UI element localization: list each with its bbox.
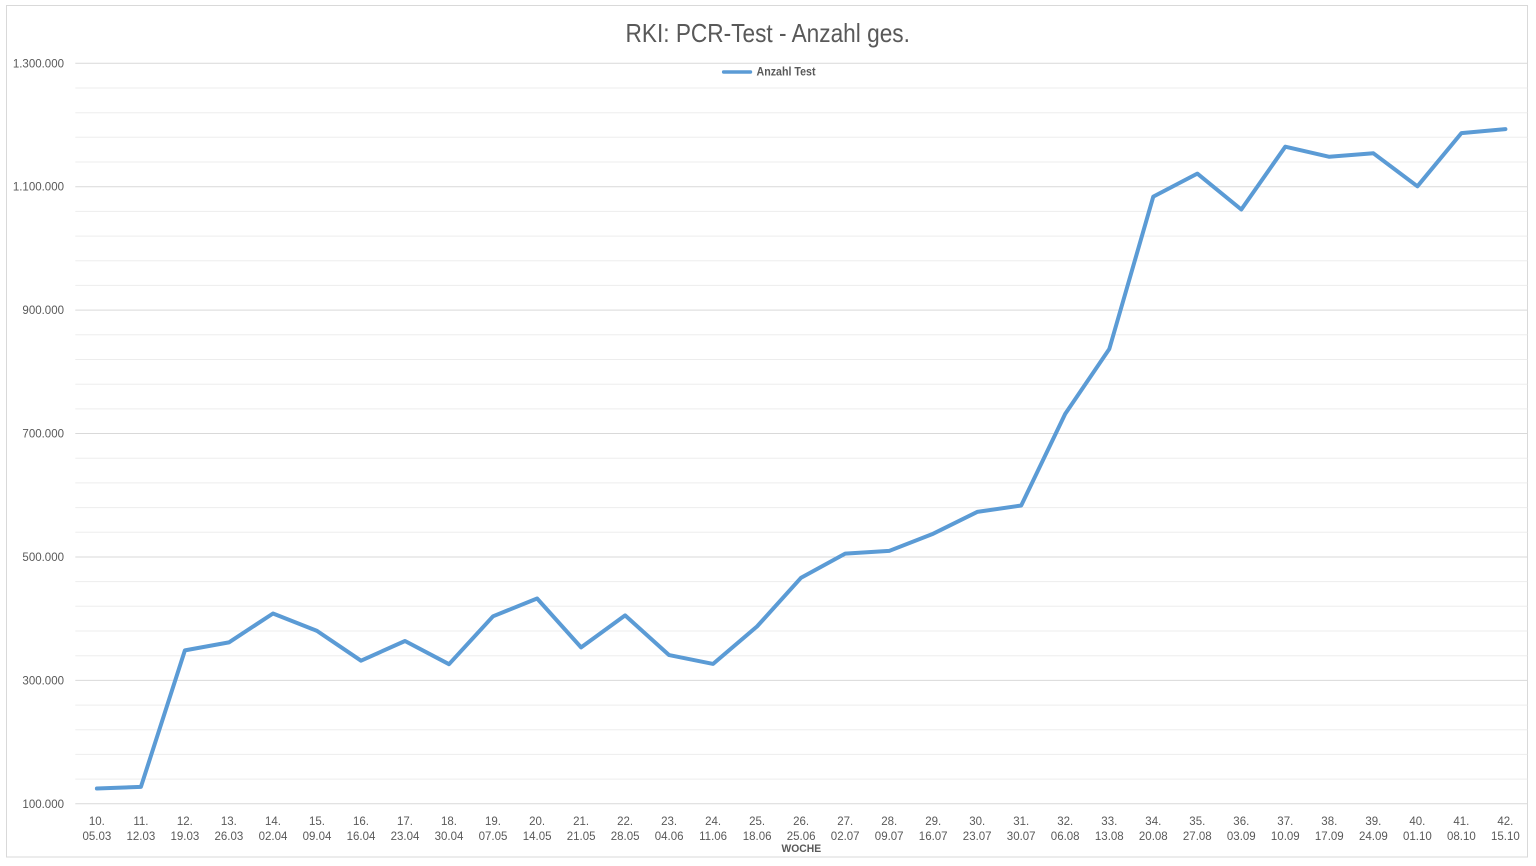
svg-text:40.: 40.: [1409, 816, 1425, 828]
svg-text:38.: 38.: [1321, 816, 1337, 828]
svg-text:09.04: 09.04: [303, 831, 332, 843]
svg-text:21.: 21.: [573, 816, 589, 828]
svg-text:15.: 15.: [309, 816, 325, 828]
svg-text:16.07: 16.07: [919, 831, 948, 843]
svg-text:14.05: 14.05: [523, 831, 552, 843]
svg-text:35.: 35.: [1189, 816, 1205, 828]
svg-text:21.05: 21.05: [567, 831, 596, 843]
svg-text:19.: 19.: [485, 816, 501, 828]
svg-text:34.: 34.: [1145, 816, 1161, 828]
svg-text:13.: 13.: [221, 816, 237, 828]
svg-text:30.04: 30.04: [435, 831, 464, 843]
svg-text:700.000: 700.000: [22, 429, 64, 441]
svg-text:20.: 20.: [529, 816, 545, 828]
svg-text:12.03: 12.03: [127, 831, 156, 843]
svg-text:37.: 37.: [1277, 816, 1293, 828]
svg-text:Anzahl Test: Anzahl Test: [757, 64, 816, 78]
svg-text:16.04: 16.04: [347, 831, 376, 843]
svg-text:23.07: 23.07: [963, 831, 992, 843]
svg-text:23.04: 23.04: [391, 831, 420, 843]
svg-text:24.09: 24.09: [1359, 831, 1388, 843]
svg-text:27.08: 27.08: [1183, 831, 1212, 843]
svg-text:12.: 12.: [177, 816, 193, 828]
svg-text:13.08: 13.08: [1095, 831, 1124, 843]
svg-text:06.08: 06.08: [1051, 831, 1080, 843]
svg-text:32.: 32.: [1057, 816, 1073, 828]
svg-text:18.06: 18.06: [743, 831, 772, 843]
svg-text:24.: 24.: [705, 816, 721, 828]
svg-text:14.: 14.: [265, 816, 281, 828]
svg-text:900.000: 900.000: [22, 305, 64, 317]
svg-text:09.07: 09.07: [875, 831, 904, 843]
svg-text:25.: 25.: [749, 816, 765, 828]
svg-text:300.000: 300.000: [22, 675, 64, 687]
svg-text:04.06: 04.06: [655, 831, 684, 843]
svg-text:1.100.000: 1.100.000: [13, 182, 64, 194]
svg-text:1.300.000: 1.300.000: [13, 58, 64, 70]
svg-text:26.: 26.: [793, 816, 809, 828]
svg-text:11.: 11.: [133, 816, 148, 828]
svg-text:26.03: 26.03: [215, 831, 244, 843]
svg-text:01.10: 01.10: [1403, 831, 1432, 843]
svg-text:17.: 17.: [397, 816, 413, 828]
svg-text:25.06: 25.06: [787, 831, 816, 843]
svg-text:10.: 10.: [89, 816, 105, 828]
svg-text:30.07: 30.07: [1007, 831, 1036, 843]
svg-text:15.10: 15.10: [1491, 831, 1520, 843]
svg-text:22.: 22.: [617, 816, 633, 828]
svg-text:39.: 39.: [1365, 816, 1381, 828]
svg-text:03.09: 03.09: [1227, 831, 1256, 843]
svg-text:23.: 23.: [661, 816, 677, 828]
svg-text:02.07: 02.07: [831, 831, 860, 843]
svg-text:05.03: 05.03: [83, 831, 112, 843]
svg-text:36.: 36.: [1233, 816, 1249, 828]
svg-text:31.: 31.: [1013, 816, 1029, 828]
svg-text:07.05: 07.05: [479, 831, 508, 843]
svg-text:500.000: 500.000: [22, 552, 64, 564]
svg-text:27.: 27.: [837, 816, 853, 828]
svg-text:29.: 29.: [925, 816, 941, 828]
svg-text:WOCHE: WOCHE: [782, 843, 822, 855]
svg-text:28.05: 28.05: [611, 831, 640, 843]
svg-text:30.: 30.: [969, 816, 985, 828]
svg-text:02.04: 02.04: [259, 831, 288, 843]
svg-text:28.: 28.: [881, 816, 897, 828]
svg-text:41.: 41.: [1453, 816, 1469, 828]
svg-text:19.03: 19.03: [171, 831, 200, 843]
svg-text:17.09: 17.09: [1315, 831, 1344, 843]
svg-text:20.08: 20.08: [1139, 831, 1168, 843]
svg-text:RKI: PCR-Test - Anzahl ges.: RKI: PCR-Test - Anzahl ges.: [626, 18, 910, 48]
svg-text:18.: 18.: [441, 816, 457, 828]
svg-text:100.000: 100.000: [22, 799, 64, 811]
svg-text:11.06: 11.06: [699, 831, 727, 843]
svg-text:10.09: 10.09: [1271, 831, 1300, 843]
svg-text:42.: 42.: [1497, 816, 1513, 828]
svg-text:16.: 16.: [353, 816, 369, 828]
svg-text:33.: 33.: [1101, 816, 1117, 828]
svg-text:08.10: 08.10: [1447, 831, 1476, 843]
